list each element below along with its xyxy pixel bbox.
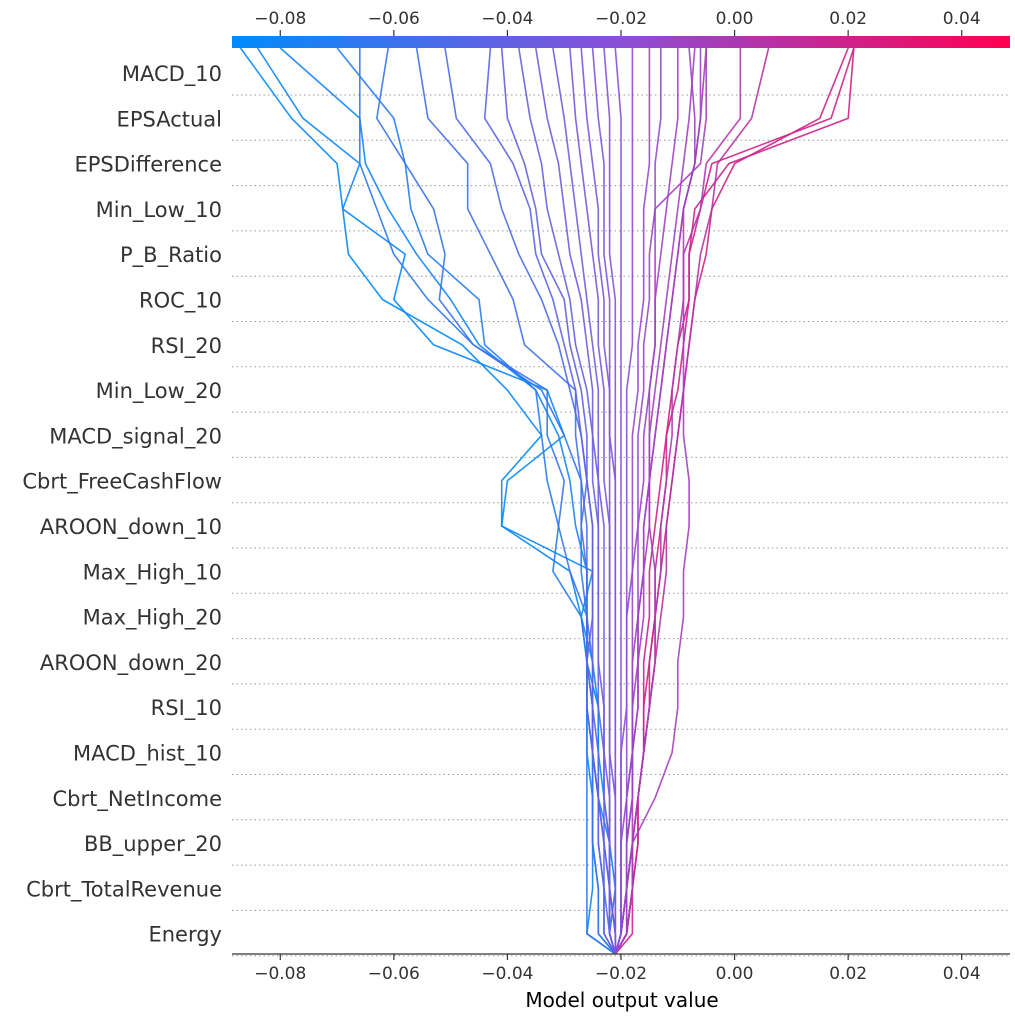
- x-tick-label-top: −0.04: [481, 9, 533, 29]
- decision-lines: [239, 47, 855, 955]
- x-tick-label-bottom: 0.04: [943, 964, 981, 984]
- x-tick-label-top: −0.08: [254, 9, 306, 29]
- decision-line: [614, 47, 855, 955]
- x-tick-label-bottom: −0.06: [368, 964, 420, 984]
- feature-label: AROON_down_20: [40, 651, 222, 676]
- x-tick-label-top: −0.06: [368, 9, 420, 29]
- x-tick-label-top: 0.04: [943, 9, 981, 29]
- decision-line: [415, 47, 616, 955]
- decision-line: [239, 47, 617, 955]
- decision-line: [614, 47, 707, 955]
- feature-label: Max_High_20: [83, 606, 222, 631]
- decision-line: [256, 47, 617, 954]
- feature-label: Min_Low_10: [96, 198, 222, 223]
- feature-label: Max_High_10: [83, 560, 222, 585]
- feature-grid: [232, 94, 1010, 957]
- feature-label: EPSDifference: [74, 153, 222, 177]
- feature-label: Cbrt_FreeCashFlow: [22, 470, 222, 495]
- decision-line: [500, 47, 617, 955]
- feature-label: MACD_hist_10: [73, 742, 222, 767]
- x-tick-label-bottom: −0.08: [254, 964, 306, 984]
- feature-label: EPSActual: [117, 107, 222, 131]
- feature-label: RSI_10: [151, 696, 222, 721]
- x-tick-label-bottom: −0.04: [481, 964, 533, 984]
- decision-line: [535, 47, 617, 955]
- feature-label: Cbrt_TotalRevenue: [26, 877, 222, 902]
- feature-labels: MACD_10 EPSActual EPSDifference Min_Low_10 P…: [22, 62, 222, 947]
- feature-label: MACD_signal_20: [49, 424, 222, 449]
- feature-label: ROC_10: [139, 289, 222, 314]
- feature-label: RSI_20: [151, 334, 222, 359]
- x-tick-label-bottom: 0.00: [716, 964, 754, 984]
- x-tick-label-bottom: 0.02: [829, 964, 867, 984]
- colorbar-gradient: [232, 36, 1010, 48]
- x-axis: −0.08 −0.08 −0.06 −0.06 −0.04 −0.04 −0.02 −0.02…: [232, 9, 1010, 984]
- feature-label: MACD_10: [122, 62, 222, 87]
- x-axis-label: Model output value: [525, 988, 718, 1012]
- x-tick-label-top: −0.02: [595, 9, 647, 29]
- feature-label: P_B_Ratio: [120, 243, 222, 268]
- decision-line: [614, 48, 662, 955]
- decision-line: [614, 48, 651, 955]
- decision-line: [279, 47, 616, 955]
- decision-line: [614, 47, 855, 955]
- decision-line: [614, 48, 702, 955]
- feature-label: Energy: [148, 923, 222, 947]
- feature-label: AROON_down_10: [40, 515, 222, 540]
- decision-line: [614, 47, 849, 955]
- colorbar: [232, 36, 1010, 48]
- x-tick-label-top: 0.02: [829, 9, 867, 29]
- feature-label: BB_upper_20: [84, 832, 222, 857]
- decision-line: [336, 47, 616, 955]
- x-tick-label-bottom: −0.02: [595, 964, 647, 984]
- x-tick-label-top: 0.00: [716, 9, 754, 29]
- decision-line: [614, 48, 708, 955]
- decision-line: [614, 48, 742, 955]
- decision-line: [375, 47, 616, 955]
- decision-line: [603, 47, 617, 954]
- decision-line: [614, 47, 622, 955]
- decision-line: [358, 48, 616, 955]
- feature-label: Min_Low_20: [96, 379, 222, 404]
- feature-label: Cbrt_NetIncome: [53, 787, 223, 812]
